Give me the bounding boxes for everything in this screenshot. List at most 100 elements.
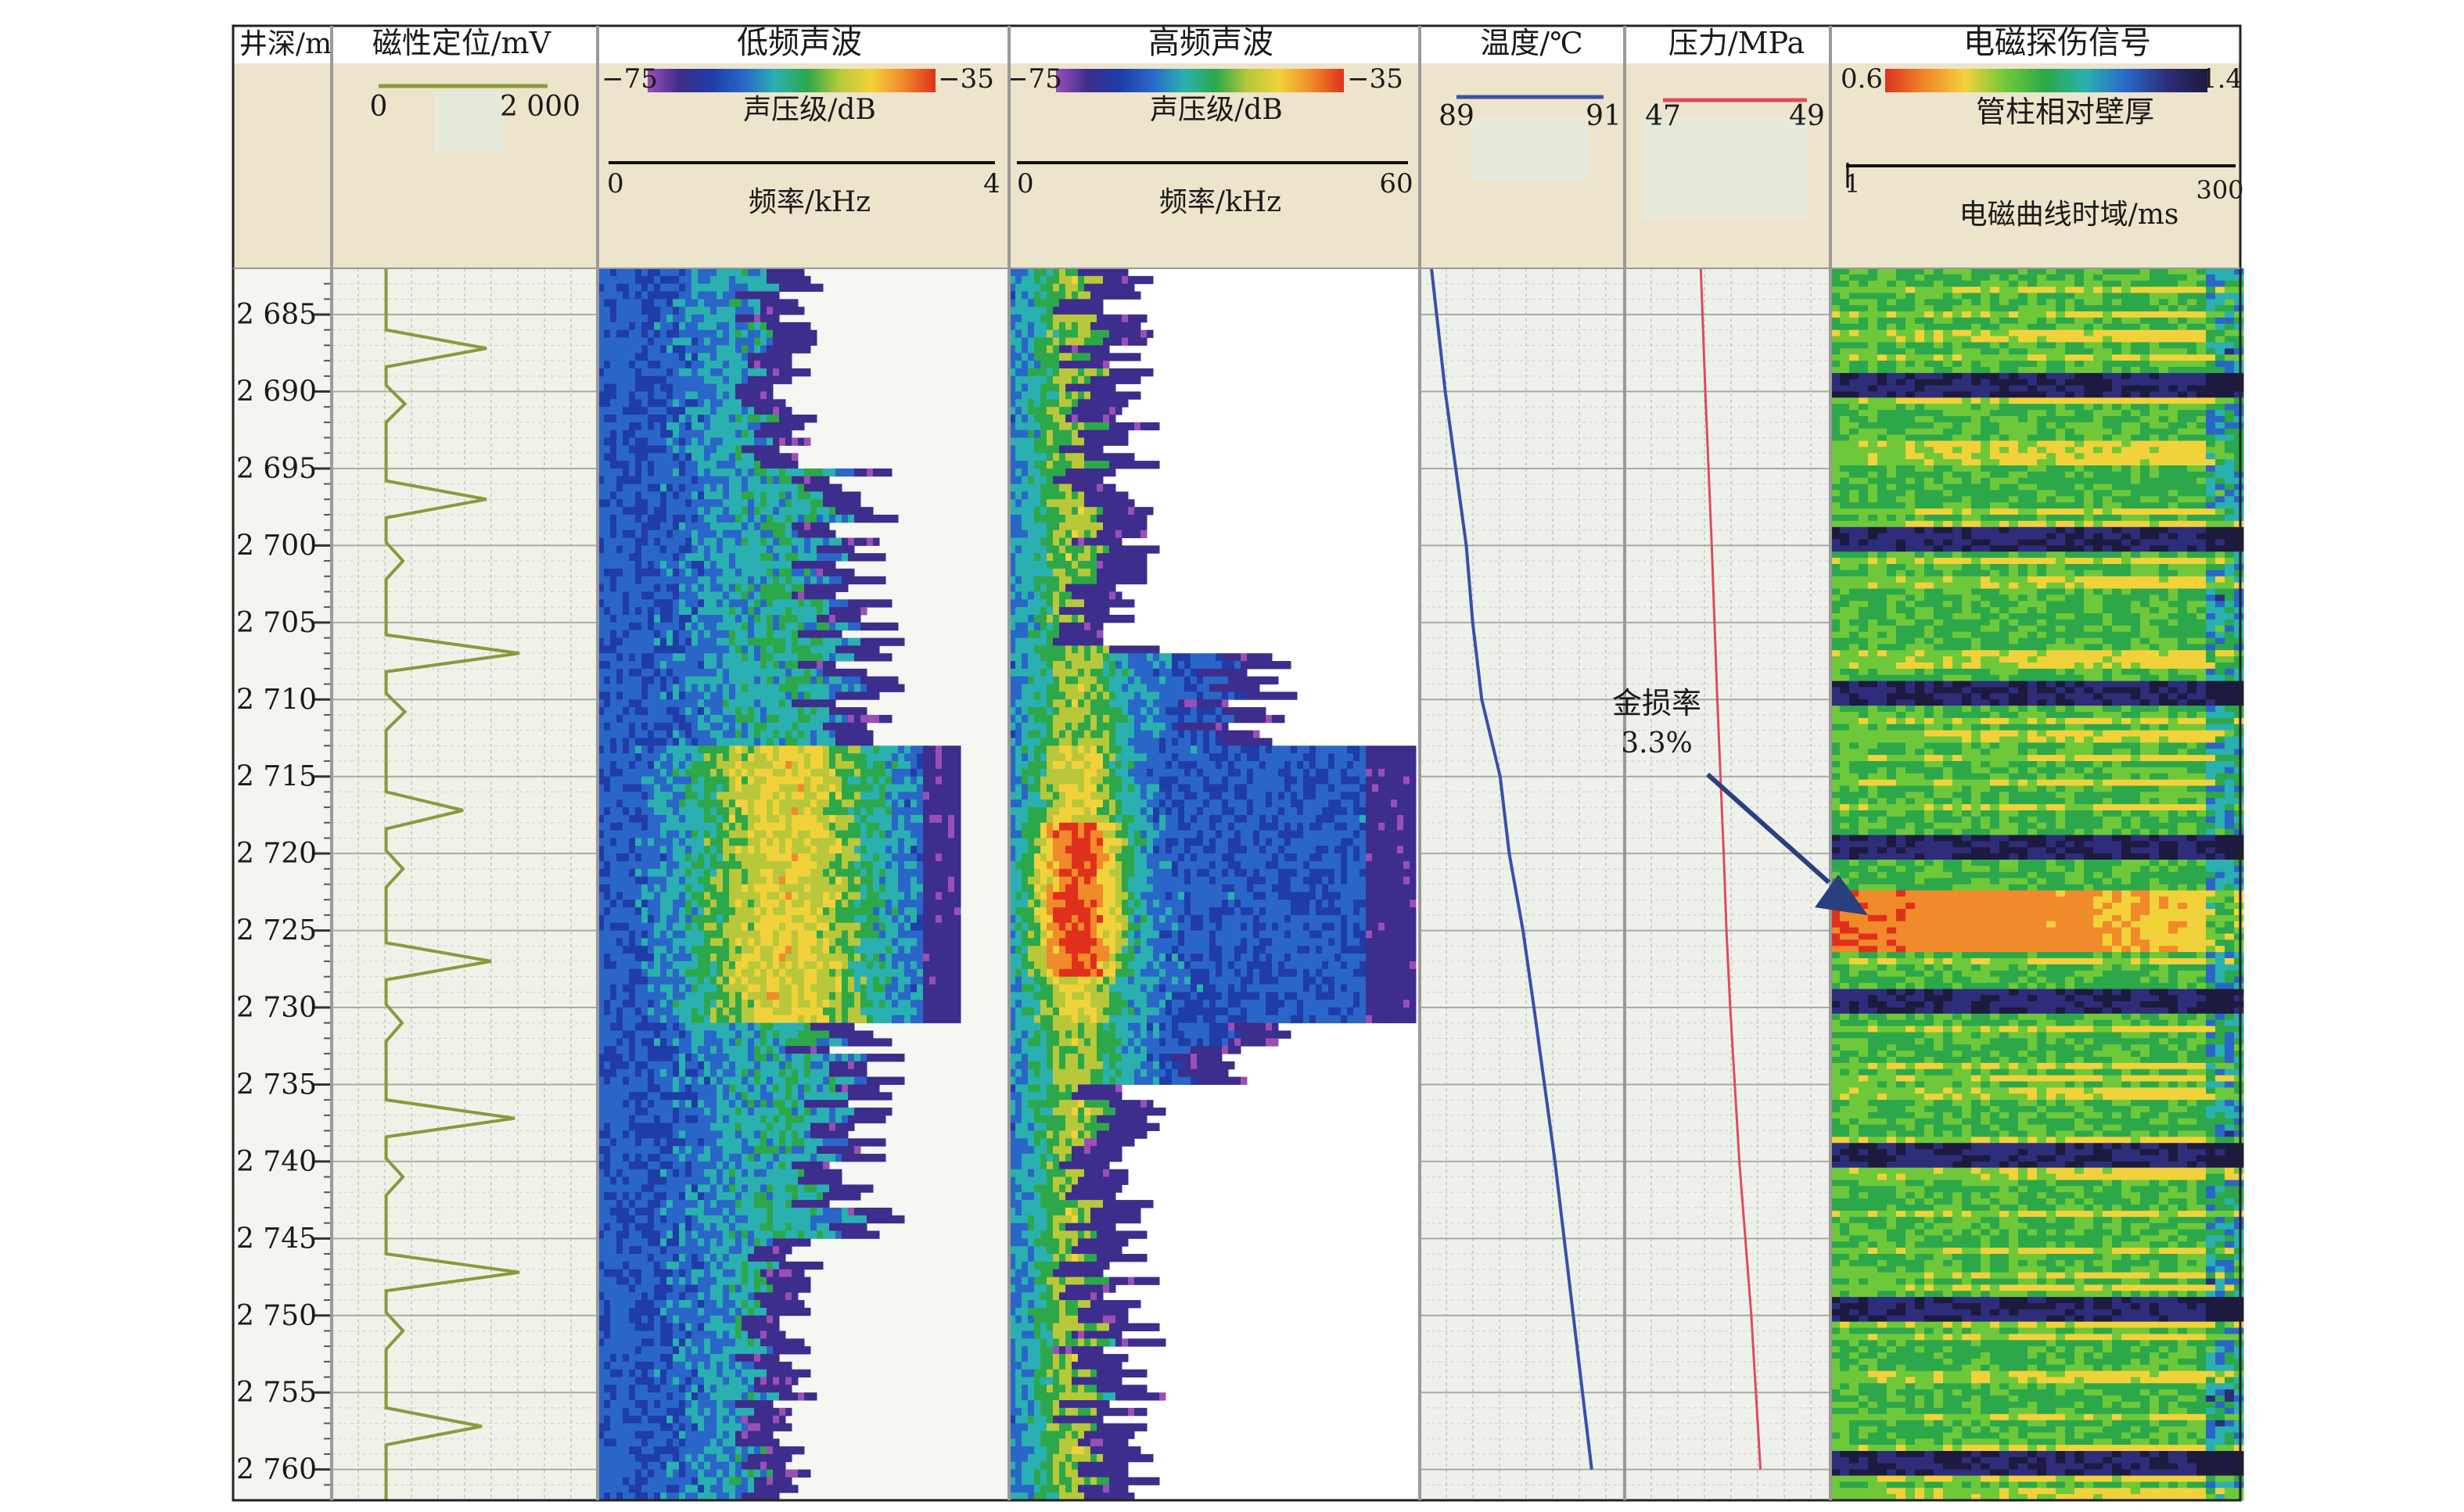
heatmap-cell — [798, 907, 805, 916]
heatmap-cell — [860, 599, 867, 608]
heatmap-cell — [792, 968, 799, 978]
heatmap-cell — [860, 761, 867, 770]
heatmap-cell — [623, 946, 630, 954]
heatmap-cell — [848, 1038, 855, 1047]
heatmap-cell — [817, 784, 824, 792]
heatmap-cell — [954, 776, 961, 785]
heatmap-cell — [717, 399, 724, 408]
heatmap-cell — [654, 954, 661, 962]
heatmap-cell — [792, 830, 799, 839]
heatmap-cell — [773, 522, 780, 531]
heatmap-cell — [710, 892, 717, 900]
heatmap-cell — [754, 476, 761, 485]
heatmap-cell — [854, 868, 861, 878]
heatmap-cell — [817, 607, 824, 616]
heatmap-cell — [629, 429, 636, 439]
heatmap-cell — [598, 268, 605, 277]
heatmap-cell — [748, 946, 755, 954]
heatmap-cell — [691, 1007, 699, 1016]
heatmap-cell — [792, 699, 799, 708]
heatmap-cell — [779, 407, 786, 415]
heatmap-cell — [823, 938, 830, 946]
heatmap-cell — [929, 761, 936, 770]
heatmap-cell — [598, 614, 605, 623]
heatmap-cell — [817, 961, 824, 970]
heatmap-cell — [685, 684, 692, 692]
heatmap-cell — [641, 822, 648, 831]
heatmap-cell — [660, 576, 667, 585]
heatmap-cell — [817, 515, 824, 523]
heatmap-cell — [623, 307, 630, 315]
heatmap-cell — [754, 375, 761, 385]
heatmap-cell — [773, 576, 780, 585]
heatmap-cell — [810, 907, 817, 916]
heatmap-cell — [666, 691, 673, 700]
heatmap-cell — [729, 645, 736, 654]
heatmap-cell — [704, 799, 711, 808]
heatmap-cell — [742, 268, 749, 277]
heatmap-cell — [666, 507, 673, 515]
heatmap-cell — [679, 614, 686, 623]
heatmap-cell — [817, 537, 824, 546]
heatmap-cell — [948, 868, 955, 878]
heatmap-cell — [610, 938, 617, 946]
heatmap-cell — [754, 1015, 761, 1024]
heatmap-cell — [616, 491, 623, 500]
heatmap-cell — [767, 275, 774, 285]
heatmap-cell — [679, 1030, 686, 1039]
heatmap-cell — [679, 1046, 686, 1054]
heatmap-cell — [848, 860, 855, 870]
heatmap-cell — [835, 1038, 842, 1047]
heatmap-cell — [679, 761, 686, 770]
heatmap-cell — [698, 1038, 705, 1047]
heatmap-cell — [729, 591, 736, 600]
heatmap-cell — [804, 992, 811, 1000]
heatmap-cell — [829, 838, 836, 846]
heatmap-cell — [641, 914, 648, 924]
heatmap-cell — [691, 607, 699, 616]
heatmap-cell — [823, 1022, 830, 1032]
heatmap-cell — [773, 838, 780, 846]
heatmap-cell — [666, 1022, 673, 1032]
heatmap-cell — [641, 907, 648, 916]
heatmap-cell — [942, 838, 949, 846]
heatmap-cell — [804, 938, 811, 946]
heatmap-cell — [848, 1015, 855, 1024]
heatmap-cell — [660, 1038, 667, 1047]
heatmap-cell — [754, 537, 761, 546]
heatmap-cell — [623, 584, 630, 592]
heatmap-cell — [798, 946, 805, 954]
heatmap-cell — [804, 630, 811, 638]
heatmap-cell — [691, 461, 699, 469]
heatmap-cell — [685, 930, 692, 939]
heatmap-cell — [879, 1054, 886, 1062]
heatmap-cell — [779, 599, 786, 608]
heatmap-cell — [773, 992, 780, 1000]
heatmap-cell — [885, 892, 893, 900]
heatmap-cell — [641, 291, 648, 300]
heatmap-cell — [666, 415, 673, 423]
heatmap-cell — [760, 614, 767, 623]
heatmap-cell — [760, 668, 767, 677]
heatmap-cell — [748, 445, 755, 454]
heatmap-cell — [616, 668, 623, 677]
heatmap-cell — [635, 1046, 642, 1054]
heatmap-cell — [898, 814, 905, 824]
heatmap-cell — [823, 884, 830, 892]
heatmap-cell — [666, 553, 673, 562]
heatmap-cell — [767, 1000, 774, 1008]
heatmap-cell — [704, 476, 711, 485]
heatmap-cell — [779, 1022, 786, 1032]
heatmap-cell — [742, 691, 749, 700]
heatmap-cell — [936, 768, 943, 778]
heatmap-cell — [779, 838, 786, 846]
heatmap-cell — [773, 476, 780, 485]
heatmap-cell — [604, 445, 611, 454]
heatmap-cell — [729, 776, 736, 785]
heatmap-cell — [779, 545, 786, 554]
heatmap-cell — [691, 992, 699, 1000]
heatmap-cell — [723, 961, 730, 970]
heatmap-cell — [673, 591, 680, 600]
heatmap-cell — [666, 584, 673, 592]
heatmap-cell — [629, 900, 636, 908]
